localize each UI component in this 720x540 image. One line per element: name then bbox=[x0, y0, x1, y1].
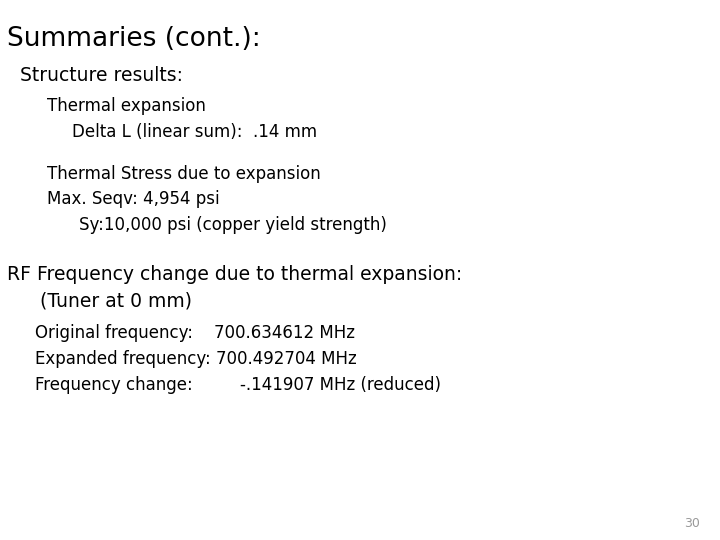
Text: Sy:10,000 psi (copper yield strength): Sy:10,000 psi (copper yield strength) bbox=[79, 216, 387, 234]
Text: Expanded frequency: 700.492704 MHz: Expanded frequency: 700.492704 MHz bbox=[35, 350, 356, 368]
Text: Max. Seqv: 4,954 psi: Max. Seqv: 4,954 psi bbox=[47, 190, 220, 208]
Text: Delta L (linear sum):  .14 mm: Delta L (linear sum): .14 mm bbox=[72, 123, 317, 141]
Text: (Tuner at 0 mm): (Tuner at 0 mm) bbox=[40, 292, 192, 310]
Text: Thermal expansion: Thermal expansion bbox=[47, 97, 206, 115]
Text: Frequency change:         -.141907 MHz (reduced): Frequency change: -.141907 MHz (reduced) bbox=[35, 376, 441, 394]
Text: Summaries (cont.):: Summaries (cont.): bbox=[7, 26, 261, 52]
Text: Original frequency:    700.634612 MHz: Original frequency: 700.634612 MHz bbox=[35, 324, 354, 342]
Text: Thermal Stress due to expansion: Thermal Stress due to expansion bbox=[47, 165, 320, 183]
Text: 30: 30 bbox=[684, 517, 700, 530]
Text: RF Frequency change due to thermal expansion:: RF Frequency change due to thermal expan… bbox=[7, 265, 462, 284]
Text: Structure results:: Structure results: bbox=[20, 66, 183, 85]
